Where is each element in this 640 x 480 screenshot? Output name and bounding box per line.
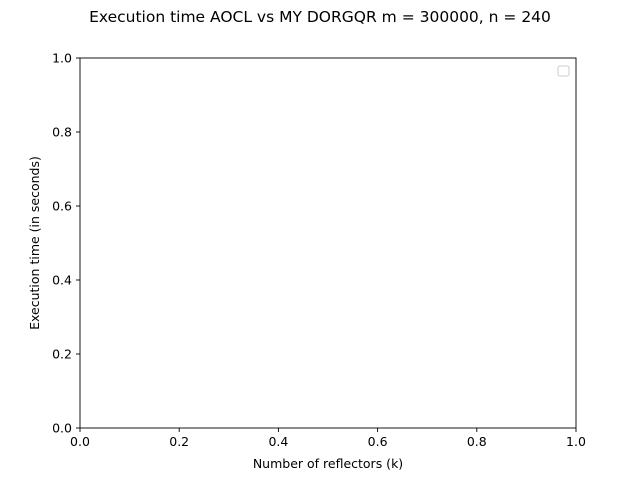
y-axis-label: Execution time (in seconds) — [27, 156, 42, 330]
x-axis-ticks: 0.0 0.2 0.4 0.6 0.8 1.0 — [70, 428, 586, 449]
y-tick-label: 0.8 — [52, 125, 72, 140]
y-tick-label: 0.4 — [52, 273, 72, 288]
x-tick-label: 0.8 — [467, 434, 487, 449]
legend-box — [557, 65, 570, 77]
x-axis-label: Number of reflectors (k) — [253, 456, 403, 471]
y-tick-label: 1.0 — [52, 51, 72, 66]
x-tick-label: 1.0 — [566, 434, 586, 449]
y-tick-label: 0.2 — [52, 347, 72, 362]
x-tick-label: 0.2 — [169, 434, 189, 449]
plot-area — [80, 58, 576, 428]
y-tick-label: 0.6 — [52, 199, 72, 214]
y-axis-ticks: 0.0 0.2 0.4 0.6 0.8 1.0 — [52, 51, 80, 436]
x-tick-label: 0.4 — [268, 434, 288, 449]
chart-title: Execution time AOCL vs MY DORGQR m = 300… — [89, 8, 551, 26]
y-tick-label: 0.0 — [52, 421, 72, 436]
x-tick-label: 0.0 — [70, 434, 90, 449]
x-tick-label: 0.6 — [368, 434, 388, 449]
plot-frame — [79, 57, 577, 429]
